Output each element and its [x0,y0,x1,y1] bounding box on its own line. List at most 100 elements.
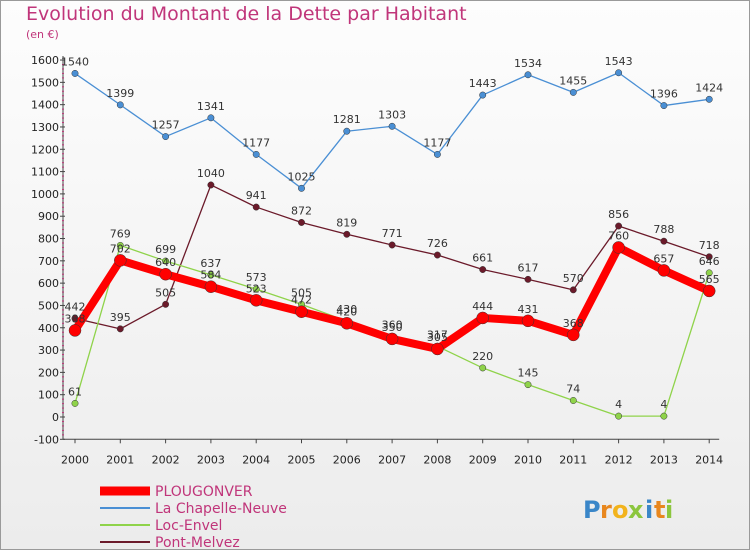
x-tick-label: 2001 [106,453,134,466]
legend-label-plougonver: PLOUGONVER [155,484,253,500]
data-point-pont-melvez [660,237,668,245]
data-label-pont-melvez: 726 [427,237,448,250]
data-label-loc-envel: 61 [68,385,82,398]
data-label-loc-envel: 74 [566,382,580,395]
y-tick-label: 400 [38,322,59,335]
logo-letter: i [645,496,653,524]
data-point-pont-melvez [479,266,487,273]
data-point-loc-envel [71,399,79,407]
x-tick-label: 2005 [288,453,316,466]
data-label-plougonver: 760 [608,229,629,242]
data-label-pont-melvez: 788 [653,223,674,236]
x-tick-label: 2000 [61,453,89,466]
data-point-la-chapelle-neuve [71,69,79,77]
y-tick-label: 900 [38,210,59,223]
data-label-pont-melvez: 718 [699,239,720,252]
data-point-la-chapelle-neuve [116,101,124,109]
data-label-pont-melvez: 941 [246,189,267,202]
data-label-loc-envel: 769 [110,227,131,240]
data-label-plougonver: 472 [291,294,312,307]
data-point-plougonver [159,267,172,281]
chart-unit-label: (en €) [26,28,59,41]
data-point-plougonver [612,241,625,254]
x-tick-label: 2010 [514,453,542,466]
data-point-loc-envel [162,257,170,265]
data-label-pont-melvez: 661 [472,252,493,265]
data-label-pont-melvez: 1040 [197,167,225,180]
chart-title: Evolution du Montant de la Dette par Hab… [26,3,467,25]
logo-letter: r [600,496,612,524]
data-label-la-chapelle-neuve: 1025 [288,170,316,183]
data-label-la-chapelle-neuve: 1543 [605,55,633,68]
data-point-pont-melvez [433,251,441,259]
data-label-la-chapelle-neuve: 1399 [106,87,134,100]
data-label-pont-melvez: 395 [110,311,131,324]
data-label-plougonver: 431 [518,303,539,316]
data-label-loc-envel: 699 [155,243,176,256]
data-point-loc-envel [479,364,487,372]
data-point-pont-melvez [388,241,396,249]
data-point-la-chapelle-neuve [298,184,305,192]
legend-label-pont-melvez: Pont-Melvez [155,535,240,550]
data-label-pont-melvez: 442 [65,300,86,313]
x-tick-label: 2012 [605,453,633,466]
data-label-pont-melvez: 617 [518,261,539,274]
data-label-la-chapelle-neuve: 1303 [378,108,406,121]
data-point-la-chapelle-neuve [479,91,487,99]
data-label-la-chapelle-neuve: 1534 [514,57,542,70]
logo-letter: o [612,496,629,524]
x-tick-label: 2003 [197,453,225,466]
y-tick-label: 1000 [31,188,59,201]
x-tick-label: 2007 [378,453,406,466]
data-point-la-chapelle-neuve [388,122,396,130]
data-label-plougonver: 640 [155,256,176,269]
legend-label-la-chapelle-neuve: La Chapelle-Neuve [155,501,287,517]
data-label-loc-envel: 646 [699,255,720,268]
data-label-la-chapelle-neuve: 1455 [559,74,587,87]
data-label-pont-melvez: 771 [382,227,403,240]
data-label-pont-melvez: 819 [336,216,357,229]
data-point-la-chapelle-neuve [660,102,668,110]
data-label-plougonver: 420 [336,305,357,318]
data-point-pont-melvez [298,219,305,226]
data-label-plougonver: 702 [110,242,131,255]
y-tick-label: 1300 [31,121,59,134]
data-label-loc-envel: 317 [427,328,448,341]
x-tick-label: 2011 [559,453,587,466]
y-tick-label: 800 [38,233,59,246]
data-point-la-chapelle-neuve [615,69,623,77]
y-tick-label: 1400 [31,99,59,112]
data-label-pont-melvez: 856 [608,208,629,221]
data-label-la-chapelle-neuve: 1341 [197,100,225,113]
data-point-la-chapelle-neuve [433,150,441,158]
data-point-pont-melvez [569,286,577,294]
data-label-la-chapelle-neuve: 1396 [650,88,678,101]
data-point-pont-melvez [615,222,623,230]
data-point-plougonver [68,324,82,337]
data-label-loc-envel: 573 [246,271,267,284]
data-label-pont-melvez: 570 [563,272,584,285]
data-label-loc-envel: 360 [382,319,403,332]
series-la-chapelle-neuve [71,69,713,192]
data-point-loc-envel [615,412,623,420]
data-label-loc-envel: 220 [472,350,493,363]
data-point-la-chapelle-neuve [524,71,532,79]
y-tick-label: 1200 [31,143,59,156]
data-label-loc-envel: 430 [336,303,357,316]
data-point-la-chapelle-neuve [252,150,260,158]
data-label-la-chapelle-neuve: 1281 [333,113,361,126]
y-tick-label: 100 [38,389,59,402]
logo-letter: x [628,496,644,524]
data-point-la-chapelle-neuve [162,133,170,141]
data-point-loc-envel [660,412,668,420]
logo-letter: P [583,496,601,524]
data-point-plougonver [567,328,580,342]
data-point-pont-melvez [524,275,532,283]
x-tick-label: 2013 [650,453,678,466]
data-point-la-chapelle-neuve [705,95,713,103]
data-point-la-chapelle-neuve [207,114,215,122]
y-tick-label: 200 [38,366,59,379]
y-tick-label: 500 [38,299,59,312]
